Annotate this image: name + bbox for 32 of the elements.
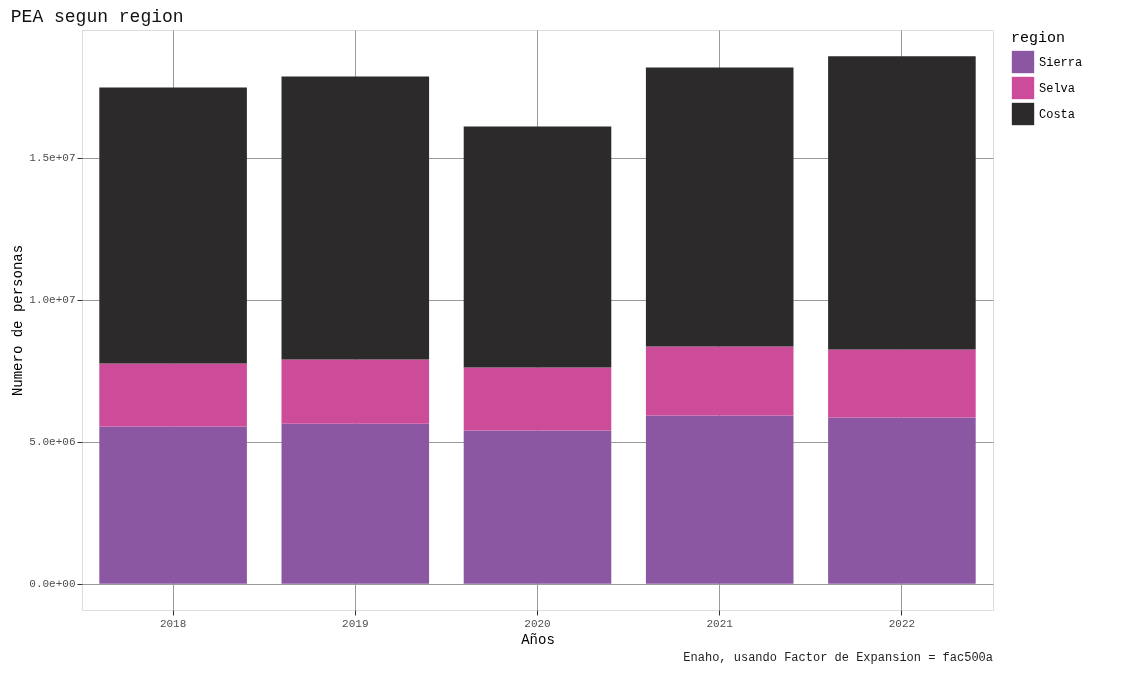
legend-label: Costa: [1039, 108, 1076, 122]
bar: [99, 87, 247, 364]
x-tick-label: 2021: [706, 617, 734, 630]
bar: [99, 426, 247, 584]
text: Enaho, usando Factor de Expansion = fac500a: [683, 651, 993, 665]
bar: [828, 417, 976, 584]
bar: [463, 126, 612, 368]
legend-title: region: [1011, 30, 1066, 47]
y-tick-label: 1.0e+07: [29, 294, 76, 307]
bar: [463, 430, 612, 584]
legend-label: Selva: [1039, 82, 1076, 96]
bar: [281, 423, 430, 584]
y-tick-label: 5.0e+06: [29, 436, 76, 449]
x-tick-label: 2018: [159, 617, 187, 630]
x-axis-title: Años: [521, 631, 555, 648]
legend-label: Sierra: [1039, 56, 1083, 70]
bar: [645, 415, 794, 584]
y-tick-label: 1.5e+07: [29, 152, 76, 164]
bar: [645, 346, 794, 416]
bar: [828, 56, 976, 350]
bar: [281, 76, 430, 360]
bar: [463, 367, 612, 431]
bar: [99, 363, 247, 427]
y-tick-label: 0.0e+00: [29, 578, 76, 591]
x-tick-label: 2022: [888, 617, 916, 630]
bar: [281, 359, 430, 424]
bar: [645, 67, 794, 347]
x-tick-label: 2020: [524, 617, 551, 630]
bar: [828, 349, 976, 418]
x-tick-label: 2019: [342, 617, 369, 630]
y-axis-title: Numero de personas: [10, 244, 27, 397]
chart-title: PEA segun region: [10, 7, 184, 27]
